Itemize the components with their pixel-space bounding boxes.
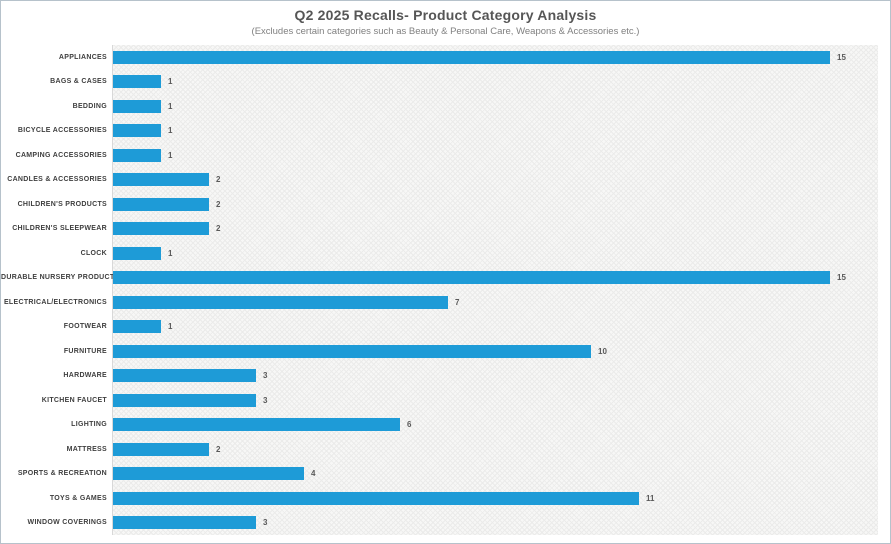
bar[interactable] [113,418,400,432]
bar-row: MATTRESS 2 [1,437,889,462]
bar[interactable] [113,320,161,334]
value-label: 3 [263,371,268,381]
plot-area-background [112,45,878,535]
value-label: 2 [216,444,221,454]
bar[interactable] [113,442,209,456]
bar[interactable] [113,50,830,64]
value-label: 1 [168,126,173,136]
bar-row: CLOCK 1 [1,241,889,266]
value-label: 2 [216,224,221,234]
category-label: MATTRESS [66,445,107,453]
value-label: 1 [168,322,173,332]
category-label: BICYCLE ACCESSORIES [17,127,107,135]
bar-row: CANDLES & ACCESSORIES 2 [1,168,889,193]
bar[interactable] [113,148,161,162]
bar[interactable] [113,467,304,481]
value-label: 3 [263,395,268,405]
value-label: 2 [216,175,221,185]
bar-row: LIGHTING 6 [1,413,889,438]
category-label: KITCHEN FAUCET [41,396,107,404]
bar-row: WINDOW COVERINGS 3 [1,511,889,536]
category-label: CHILDREN'S PRODUCTS [17,200,107,208]
bar[interactable] [113,99,161,113]
value-label: 6 [407,420,412,430]
category-label: CAMPING ACCESSORIES [15,151,107,159]
category-label: BAGS & CASES [50,78,107,86]
bar[interactable] [113,124,161,138]
bar-row: KITCHEN FAUCET 3 [1,388,889,413]
bar-rows: APPLIANCES 15 BAGS & CASES 1 BEDDING 1 BICYCLE… [1,45,889,535]
value-label: 15 [837,273,846,283]
category-label: FURNITURE [63,347,107,355]
category-label: APPLIANCES [58,53,107,61]
chart-title: Q2 2025 Recalls- Product Category Analys… [294,7,597,23]
bar[interactable] [113,393,256,407]
bar[interactable] [113,491,639,505]
value-label: 1 [168,150,173,160]
bar-row: FURNITURE 10 [1,339,889,364]
value-label: 2 [216,199,221,209]
bar[interactable] [113,271,830,285]
bar[interactable] [113,75,161,89]
category-label: SPORTS & RECREATION [17,470,107,478]
value-label: 11 [646,493,655,503]
bar-row: FOOTWEAR 1 [1,315,889,340]
category-label: DURABLE NURSERY PRODUCT [1,274,115,282]
bar[interactable] [113,222,209,236]
chart-subtitle: (Excludes certain categories such as Bea… [251,26,640,37]
bar-row: APPLIANCES 15 [1,45,889,70]
category-label: ELECTRICAL/ELECTRONICS [3,298,107,306]
value-label: 4 [311,469,316,479]
bar-row: HARDWARE 3 [1,364,889,389]
bar-chart: APPLIANCES 15 BAGS & CASES 1 BEDDING 1 BICYCLE… [1,45,889,535]
bar[interactable] [113,516,256,530]
category-label: CLOCK [80,249,107,257]
value-label: 1 [168,101,173,111]
value-label: 3 [263,518,268,528]
bar[interactable] [113,369,256,383]
bar[interactable] [113,246,161,260]
bar[interactable] [113,295,448,309]
bar-row: DURABLE NURSERY PRODUCT 15 [1,266,889,291]
bar-row: TOYS & GAMES 11 [1,486,889,511]
bar[interactable] [113,197,209,211]
bar[interactable] [113,173,209,187]
bar-row: BEDDING 1 [1,94,889,119]
value-label: 1 [168,248,173,258]
bar-row: BICYCLE ACCESSORIES 1 [1,119,889,144]
value-label: 7 [455,297,460,307]
category-label: CHILDREN'S SLEEPWEAR [12,225,107,233]
category-label: FOOTWEAR [63,323,107,331]
bar-row: CHILDREN'S PRODUCTS 2 [1,192,889,217]
bar-row: CAMPING ACCESSORIES 1 [1,143,889,168]
bar-row: SPORTS & RECREATION 4 [1,462,889,487]
value-label: 10 [598,346,607,356]
category-label: HARDWARE [63,372,107,380]
category-label: BEDDING [72,102,107,110]
bar-row: CHILDREN'S SLEEPWEAR 2 [1,217,889,242]
category-label: LIGHTING [71,421,107,429]
category-label: WINDOW COVERINGS [27,519,107,527]
bar-row: ELECTRICAL/ELECTRONICS 7 [1,290,889,315]
bar[interactable] [113,344,591,358]
value-label: 1 [168,77,173,87]
bar-row: BAGS & CASES 1 [1,70,889,95]
category-label: TOYS & GAMES [49,494,107,502]
value-label: 15 [837,52,846,62]
category-label: CANDLES & ACCESSORIES [7,176,107,184]
